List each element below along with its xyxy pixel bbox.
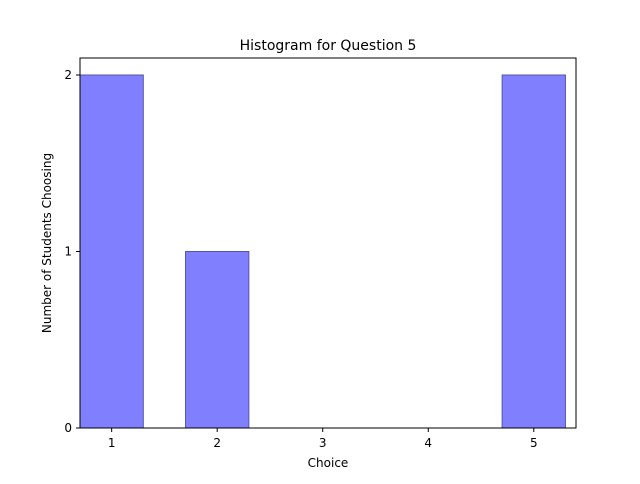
y-axis-label: Number of Students Choosing (40, 153, 54, 333)
x-tick-group: 1 2 3 4 5 (108, 428, 538, 450)
x-tick-label: 1 (108, 436, 116, 450)
axes-frame (80, 58, 576, 428)
chart-title: Histogram for Question 5 (240, 38, 417, 54)
bar-group (80, 75, 565, 428)
y-tick-label: 2 (64, 68, 72, 82)
y-tick-label: 0 (64, 421, 72, 435)
y-tick-label: 1 (64, 245, 72, 259)
bar-choice-5 (502, 75, 565, 428)
bar-choice-2 (186, 252, 249, 429)
x-axis-label: Choice (308, 456, 349, 470)
x-tick-label: 5 (530, 436, 538, 450)
x-tick-label: 2 (213, 436, 221, 450)
y-tick-group: 0 1 2 (64, 68, 80, 435)
bar-choice-1 (80, 75, 143, 428)
x-tick-label: 4 (424, 436, 432, 450)
x-tick-label: 3 (319, 436, 327, 450)
